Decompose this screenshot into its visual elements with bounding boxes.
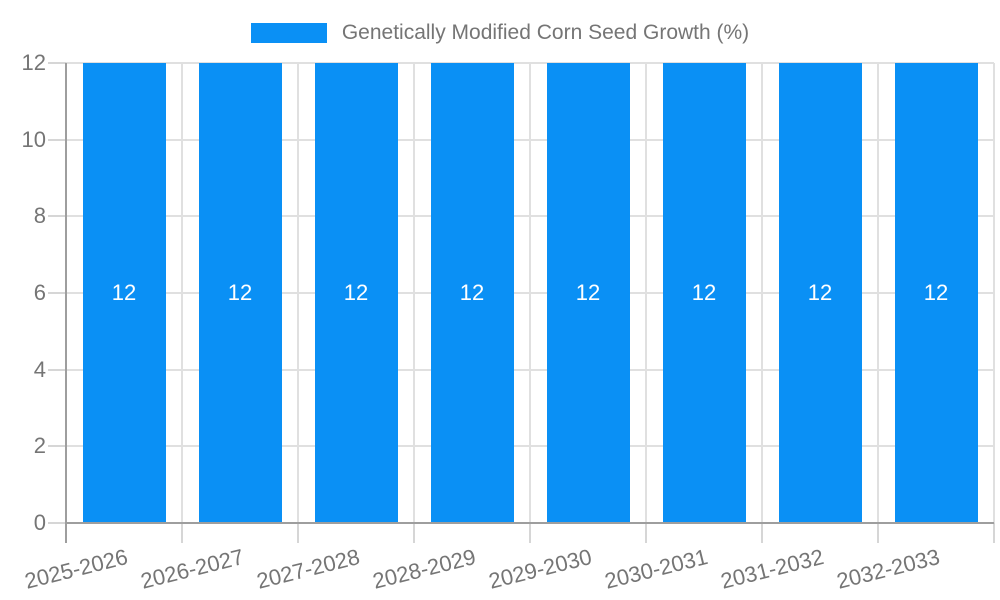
x-tick	[65, 523, 67, 543]
x-axis-label: 2030-2031	[601, 544, 711, 594]
v-gridline	[761, 63, 763, 523]
bar-value-label: 12	[807, 280, 833, 305]
x-tick	[413, 523, 415, 543]
chart-legend: Genetically Modified Corn Seed Growth (%…	[0, 21, 1000, 45]
y-tick	[48, 292, 66, 294]
bar[interactable]: 12	[546, 63, 630, 523]
y-axis-label: 6	[33, 280, 46, 305]
bar-value-label: 12	[227, 280, 253, 305]
y-tick	[48, 215, 66, 218]
v-gridline	[181, 63, 183, 523]
x-tick	[297, 523, 299, 543]
x-axis-label: 2028-2029	[369, 544, 479, 594]
bar-value-label: 12	[923, 280, 949, 305]
y-axis-label: 10	[21, 126, 46, 152]
v-gridline	[993, 63, 995, 523]
x-tick	[181, 523, 183, 543]
plot-area: 0 2 4 6 8 10 12 12 2025-2026 12 2026-2027 12 2027-20…	[22, 50, 995, 594]
bar[interactable]: 12	[894, 63, 978, 523]
y-axis-label: 0	[33, 510, 46, 535]
bar[interactable]: 12	[82, 63, 166, 523]
bar-value-label: 12	[691, 280, 717, 305]
y-axis-label: 2	[33, 433, 46, 459]
v-gridline	[529, 63, 531, 523]
x-axis-label: 2027-2028	[253, 544, 363, 594]
bar[interactable]: 12	[430, 63, 514, 523]
y-axis-line	[65, 63, 67, 523]
v-gridline	[877, 63, 879, 523]
x-axis-label: 2025-2026	[21, 544, 131, 594]
x-tick	[993, 523, 995, 543]
x-axis-label: 2029-2030	[485, 544, 595, 594]
bar-value-label: 12	[111, 280, 137, 305]
x-tick	[645, 523, 647, 543]
y-axis-label: 4	[33, 356, 46, 382]
x-axis-label: 2032-2033	[833, 544, 943, 594]
y-axis-label: 8	[33, 203, 46, 229]
bar[interactable]: 12	[314, 63, 398, 523]
x-tick	[529, 523, 531, 543]
x-tick	[761, 523, 763, 543]
y-tick	[48, 62, 66, 64]
y-tick	[48, 522, 66, 524]
bar-value-label: 12	[343, 280, 369, 305]
y-tick	[48, 368, 66, 371]
x-tick	[877, 523, 879, 543]
x-axis-label: 2026-2027	[137, 544, 247, 594]
bar[interactable]: 12	[778, 63, 862, 523]
x-axis-label: 2031-2032	[717, 544, 827, 594]
bar-value-label: 12	[459, 280, 485, 305]
x-axis-line	[66, 522, 994, 524]
v-gridline	[413, 63, 415, 523]
legend-label: Genetically Modified Corn Seed Growth (%…	[341, 21, 750, 44]
legend-swatch-icon	[250, 23, 327, 43]
bar[interactable]: 12	[662, 63, 746, 523]
bar-value-label: 12	[575, 280, 601, 305]
bar[interactable]: 12	[198, 63, 282, 523]
v-gridline	[297, 63, 299, 523]
y-tick	[48, 445, 66, 448]
v-gridline	[645, 63, 647, 523]
y-axis-label: 12	[21, 50, 46, 75]
y-tick	[48, 138, 66, 141]
